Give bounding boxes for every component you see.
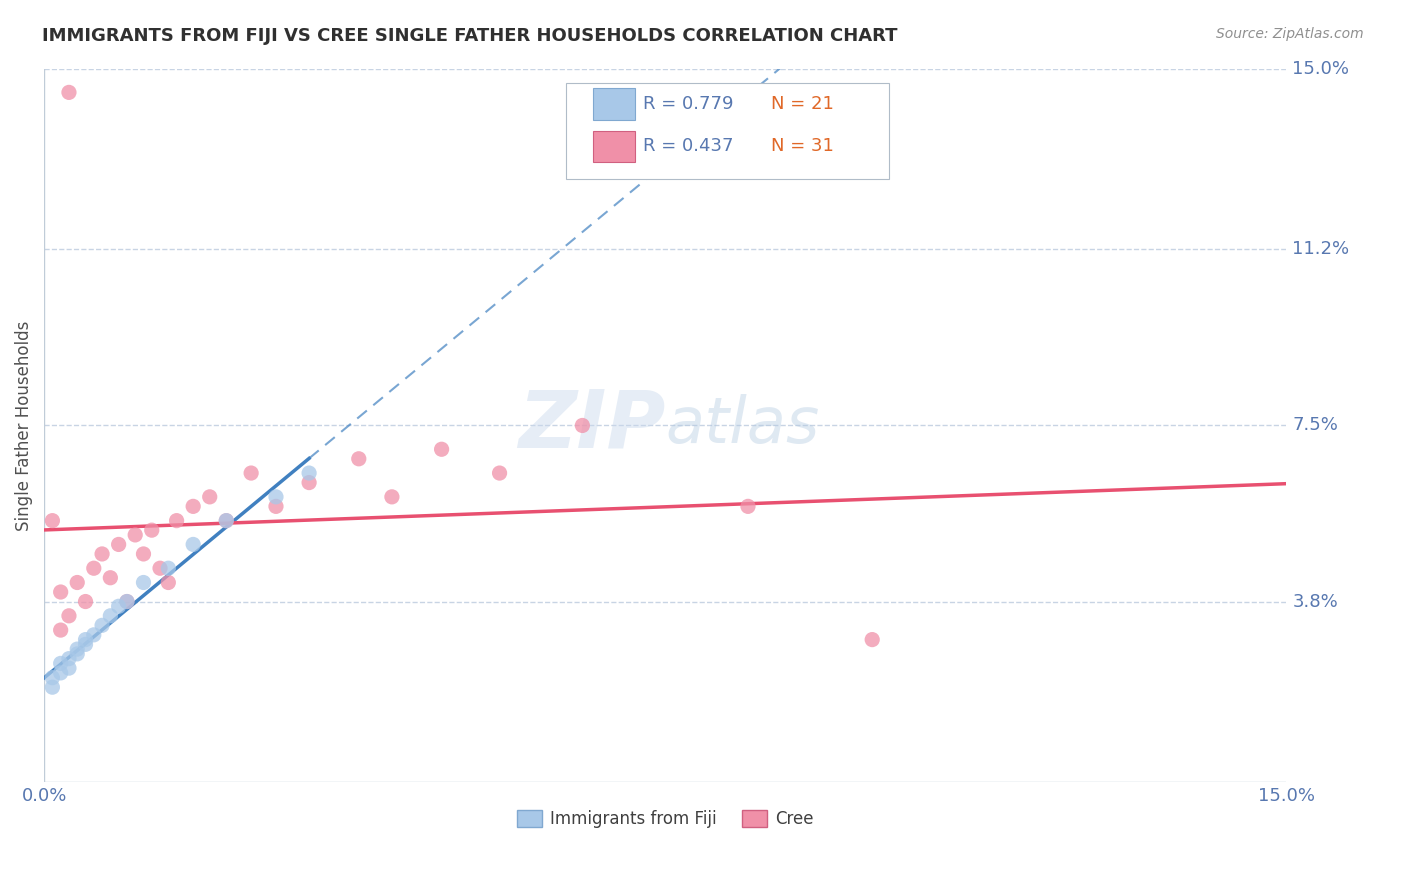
Point <box>215 514 238 528</box>
Point <box>66 647 89 661</box>
Point <box>430 442 453 457</box>
Point <box>181 537 204 551</box>
Point <box>58 651 80 665</box>
Y-axis label: Single Father Households: Single Father Households <box>15 320 32 531</box>
Point <box>107 537 129 551</box>
FancyBboxPatch shape <box>593 88 636 120</box>
Point <box>737 500 759 514</box>
Text: N = 21: N = 21 <box>770 95 834 113</box>
Point <box>58 661 80 675</box>
Point <box>860 632 883 647</box>
Point <box>166 514 188 528</box>
Text: R = 0.779: R = 0.779 <box>643 95 734 113</box>
Point <box>157 561 180 575</box>
Point <box>240 466 263 480</box>
Point <box>488 466 510 480</box>
Point <box>75 632 97 647</box>
Point <box>149 561 172 575</box>
Point <box>571 418 593 433</box>
Point <box>91 618 114 632</box>
Text: Source: ZipAtlas.com: Source: ZipAtlas.com <box>1216 27 1364 41</box>
Point <box>75 594 97 608</box>
Point <box>49 665 72 680</box>
Point <box>58 608 80 623</box>
Point <box>132 575 155 590</box>
Point <box>264 500 287 514</box>
Point <box>298 475 321 490</box>
Point <box>264 490 287 504</box>
Point <box>215 514 238 528</box>
Point <box>115 594 138 608</box>
Point <box>49 585 72 599</box>
Text: ZIP: ZIP <box>517 386 665 465</box>
Text: IMMIGRANTS FROM FIJI VS CREE SINGLE FATHER HOUSEHOLDS CORRELATION CHART: IMMIGRANTS FROM FIJI VS CREE SINGLE FATH… <box>42 27 897 45</box>
Point <box>347 451 370 466</box>
Text: atlas: atlas <box>665 394 820 457</box>
Point <box>83 628 105 642</box>
Point <box>181 500 204 514</box>
Point <box>115 594 138 608</box>
Point <box>124 528 146 542</box>
Point <box>41 514 63 528</box>
Point <box>107 599 129 614</box>
Point <box>132 547 155 561</box>
Point <box>381 490 404 504</box>
Point <box>58 86 80 100</box>
Point <box>75 637 97 651</box>
Point <box>41 671 63 685</box>
Point <box>66 642 89 657</box>
Point <box>141 523 163 537</box>
Legend: Immigrants from Fiji, Cree: Immigrants from Fiji, Cree <box>510 803 820 835</box>
Text: 11.2%: 11.2% <box>1292 241 1350 259</box>
Point <box>298 466 321 480</box>
Point <box>66 575 89 590</box>
Point <box>49 657 72 671</box>
Point <box>98 608 121 623</box>
Point <box>41 680 63 694</box>
FancyBboxPatch shape <box>565 83 889 179</box>
Text: N = 31: N = 31 <box>770 137 834 155</box>
Text: 3.8%: 3.8% <box>1292 592 1339 610</box>
FancyBboxPatch shape <box>593 131 636 162</box>
Text: R = 0.437: R = 0.437 <box>643 137 734 155</box>
Point <box>198 490 221 504</box>
Point <box>83 561 105 575</box>
Text: 7.5%: 7.5% <box>1292 417 1339 434</box>
Point <box>91 547 114 561</box>
Text: 15.0%: 15.0% <box>1292 60 1350 78</box>
Point <box>98 571 121 585</box>
Point <box>157 575 180 590</box>
Point <box>49 623 72 637</box>
